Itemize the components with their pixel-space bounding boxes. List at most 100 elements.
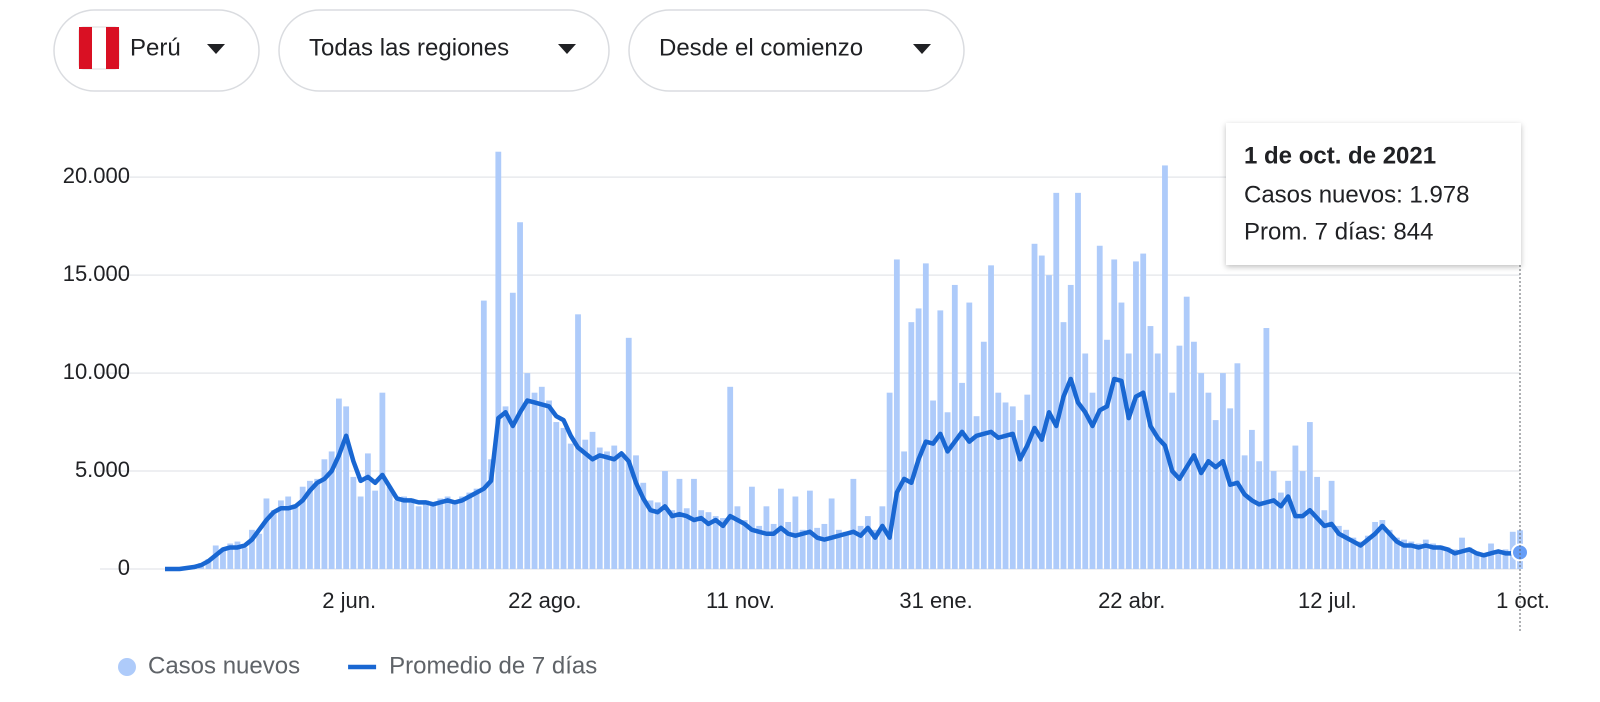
bar	[299, 486, 306, 569]
plot-area: 0 5.000 10.000 15.000 20.000 2 jun. 22 ago. 11 …	[63, 151, 1550, 613]
bar	[988, 265, 994, 569]
bar	[328, 451, 335, 569]
bar	[401, 496, 408, 569]
bar	[1205, 392, 1212, 569]
bar	[314, 478, 321, 569]
bar	[662, 471, 668, 569]
tooltip-line: Casos nuevos: 1.978	[1244, 181, 1469, 208]
y-tick-label: 10.000	[63, 359, 130, 384]
bar	[720, 518, 726, 569]
bar	[640, 482, 647, 569]
bar	[1430, 543, 1436, 569]
bar	[1038, 255, 1045, 569]
bar	[1415, 543, 1422, 569]
bar	[698, 510, 705, 569]
bar	[1408, 541, 1415, 569]
bar	[1118, 302, 1125, 569]
bar	[1379, 520, 1386, 569]
bar	[1133, 261, 1139, 569]
bar	[1046, 275, 1052, 569]
bar	[241, 547, 248, 569]
x-tick-label: 1 oct.	[1496, 588, 1550, 613]
bar	[879, 506, 886, 569]
bar	[393, 500, 400, 569]
bar	[256, 533, 263, 569]
bar	[980, 341, 987, 569]
bar	[1183, 296, 1190, 569]
bar	[959, 382, 965, 569]
bar	[691, 478, 697, 569]
bar	[886, 392, 893, 569]
x-tick-label: 31 ene.	[899, 588, 972, 613]
bar	[466, 492, 473, 569]
bar	[1393, 537, 1400, 569]
bar	[705, 512, 712, 569]
bar	[727, 386, 734, 569]
bar	[1067, 284, 1074, 569]
bar	[1306, 422, 1313, 569]
bar	[357, 496, 364, 569]
bar	[1176, 345, 1183, 569]
bar	[951, 284, 958, 569]
x-tick-label: 22 abr.	[1098, 588, 1165, 613]
bar	[618, 455, 625, 569]
y-tick-label: 5.000	[75, 457, 130, 482]
bar	[307, 480, 313, 569]
bar	[278, 500, 284, 569]
bar	[995, 392, 1002, 569]
bar	[386, 486, 393, 569]
bar	[546, 400, 552, 569]
bar	[1220, 373, 1226, 569]
bar	[922, 263, 929, 569]
bar	[1321, 510, 1328, 569]
bar	[604, 451, 610, 569]
dropdown-label: Desde el comienzo	[659, 34, 863, 61]
tooltip-line: Prom. 7 días: 844	[1244, 218, 1433, 245]
x-tick-label: 12 jul.	[1298, 588, 1357, 613]
bar	[415, 506, 422, 569]
bar	[1234, 363, 1241, 569]
country-dropdown[interactable]: Perú	[53, 9, 260, 92]
legend-swatch	[118, 658, 136, 676]
bar	[1357, 541, 1364, 569]
bar	[1372, 521, 1378, 569]
bar	[459, 496, 465, 569]
bar	[966, 302, 973, 569]
bar	[741, 520, 748, 569]
bar	[1364, 535, 1371, 569]
bar	[422, 500, 429, 569]
bar	[930, 400, 936, 569]
bar	[1212, 420, 1219, 569]
bar	[712, 516, 719, 569]
bar	[531, 392, 538, 569]
bar	[575, 314, 581, 569]
bar	[1125, 353, 1132, 569]
bar	[633, 455, 639, 569]
bar	[1488, 543, 1494, 569]
bar	[792, 496, 799, 569]
bar	[734, 506, 741, 569]
bar	[1451, 549, 1458, 569]
bar	[364, 453, 371, 569]
bar	[1140, 253, 1147, 569]
period-dropdown[interactable]: Desde el comienzo	[628, 9, 965, 92]
bar	[473, 488, 480, 569]
bar	[683, 508, 690, 569]
bar	[1277, 492, 1284, 569]
bar	[488, 459, 494, 569]
y-tick-label: 15.000	[63, 261, 130, 286]
bar	[567, 443, 574, 569]
bar	[625, 337, 632, 569]
bar	[1422, 539, 1429, 569]
legend-label: Casos nuevos	[148, 652, 300, 679]
bar	[850, 478, 857, 569]
bar	[1270, 471, 1277, 569]
dropdown-label: Perú	[130, 34, 181, 61]
bar	[763, 506, 770, 569]
bar	[589, 431, 596, 569]
bar	[285, 496, 292, 569]
bar	[1437, 545, 1444, 569]
legend: Casos nuevos Promedio de 7 días	[118, 652, 597, 679]
region-dropdown[interactable]: Todas las regiones	[278, 9, 610, 92]
bar	[1053, 192, 1060, 569]
